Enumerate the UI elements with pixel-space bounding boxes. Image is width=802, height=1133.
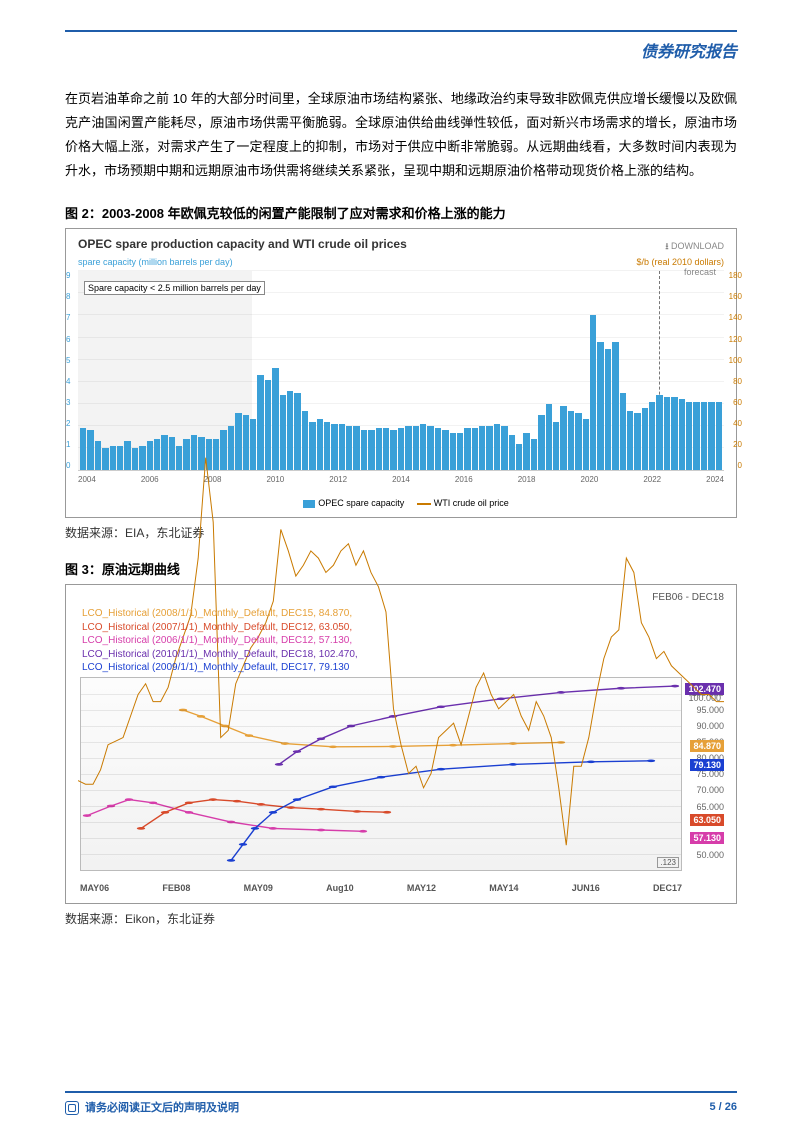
figure2-source: 数据来源：EIA，东北证券 <box>65 524 737 541</box>
chart1-legend: OPEC spare capacity WTI crude oil price <box>78 498 724 508</box>
chart2-legend: LCO_Historical (2008/1/1)_Monthly_Defaul… <box>82 607 358 675</box>
footer-page: 5 / 26 <box>709 1101 737 1113</box>
figure2-chart: OPEC spare production capacity and WTI c… <box>65 228 737 518</box>
body-paragraph: 在页岩油革命之前 10 年的大部分时间里，全球原油市场结构紧张、地缘政治约束导致… <box>65 87 737 183</box>
footer-rule <box>65 1091 737 1093</box>
chart1-left-axis-label: spare capacity (million barrels per day) <box>78 257 233 267</box>
chart1-title: OPEC spare production capacity and WTI c… <box>78 237 407 251</box>
chart2-tiny-label: .123 <box>657 857 679 868</box>
chart1-right-axis-label: $/b (real 2010 dollars) <box>636 257 724 267</box>
chart2-plot-area: .123 <box>80 677 682 871</box>
chart1-x-axis: 2004200620082010201220142016201820202022… <box>78 475 724 484</box>
chart2-daterange: FEB06 - DEC18 <box>652 592 724 603</box>
footer-note: 请务必阅读正文后的声明及说明 <box>85 1102 239 1114</box>
download-icon[interactable]: ⭳ DOWNLOAD <box>665 239 724 255</box>
chart1-annotation: Spare capacity < 2.5 million barrels per… <box>84 281 265 295</box>
footer-icon <box>65 1101 79 1115</box>
header-title: 债券研究报告 <box>65 38 737 62</box>
figure3-caption: 图 3：原油远期曲线 <box>65 559 737 578</box>
chart2-x-axis: MAY06FEB08MAY09Aug10MAY12MAY14JUN16DEC17 <box>80 883 682 893</box>
header-rule <box>65 30 737 32</box>
footer: 请务必阅读正文后的声明及说明 5 / 26 <box>65 1099 737 1115</box>
chart1-bars <box>78 271 724 470</box>
chart1-plot-area: 9876543210 180160140120100806040200 Spar… <box>78 271 724 471</box>
figure2-caption: 图 2：2003-2008 年欧佩克较低的闲置产能限制了应对需求和价格上涨的能力 <box>65 203 737 222</box>
figure3-source: 数据来源：Eikon，东北证券 <box>65 910 737 927</box>
figure3-chart: FEB06 - DEC18 LCO_Historical (2008/1/1)_… <box>65 584 737 904</box>
